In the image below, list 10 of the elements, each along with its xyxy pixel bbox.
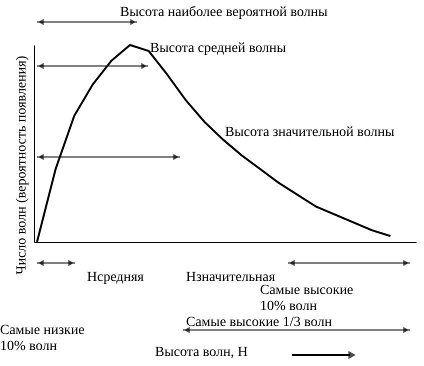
annotation: Высота значительной волны	[225, 125, 395, 140]
annotation: Высота средней волны	[150, 41, 287, 56]
text: Самые высокие 1/3 волн	[186, 315, 332, 330]
y-axis-title: Число волн (вероятность появления)	[14, 55, 30, 274]
text: Высота наиболее вероятной волны	[120, 5, 328, 20]
text: Самые высокие 10% волн	[260, 283, 354, 314]
text: Hзначительная	[186, 270, 276, 285]
text: Высота волн, H	[155, 345, 248, 360]
text: Hсредняя	[87, 270, 144, 285]
text: Самые низкие 10% волн	[0, 323, 85, 354]
